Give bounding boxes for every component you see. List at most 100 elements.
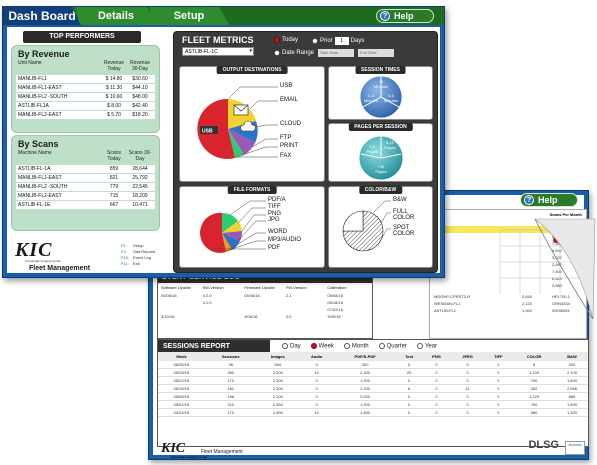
period-radio[interactable] [343,342,350,349]
prior-option[interactable]: Prior 1 Days [312,37,364,45]
row-today: $ 11.30 [105,85,123,91]
sessions-col-header: JPEG [450,352,485,361]
sessions-option-day[interactable]: Day [282,342,301,349]
prior-radio[interactable] [312,38,318,44]
sessions-cell: 0 [450,361,485,369]
sessions-cell: 0 [450,408,485,417]
file-formats-pie [200,200,266,253]
by-revenue-heading: By Revenue [18,49,70,59]
scan-row-value: 2,847 [552,262,563,267]
period-radio[interactable] [416,342,423,349]
table-row[interactable]: ASTLIB-FL-1E 667 10,471 [16,201,155,209]
table-row: 05/29/16 350 3,200 10 2,400 20 0 0 0 1,100 2,100 [158,368,588,377]
event-log-cell: 4.1.9 [202,300,212,305]
sessions-option-year[interactable]: Year [416,342,437,349]
date-range-option[interactable]: Date Range Start Date End Date [274,49,395,57]
sessions-col-header: Images [256,352,299,361]
session-label-left: 2-4 Minutes [363,93,378,103]
scan-row-value: 6,629 [552,276,563,281]
list-item: 3,580 [430,282,586,289]
output-destinations-pie: USB [197,86,278,159]
label-pdfa: PDF/A [268,197,286,203]
event-log-col-header: FW-Version [285,285,307,290]
scan-row-value: 3,580 [552,283,563,288]
tab-details[interactable]: Details [75,7,157,25]
row-30-day: 22,545 [132,184,148,190]
sessions-option-month[interactable]: Month [343,342,369,349]
period-label: Week [318,343,334,350]
pages-label-left: 1-5 Pages [366,144,378,154]
session-times-pie [359,75,403,119]
table-row[interactable]: ASTLIB-FL-1A 859 28,644 [16,165,155,173]
fleet-management-label-small: Fleet Management [201,449,243,455]
table-row[interactable]: MANLIB-FL1-EAST $ 11.30 $44.10 [16,84,155,92]
prior-days-stepper[interactable]: 1 [334,37,349,45]
event-log-cell [161,300,203,305]
period-radio[interactable] [282,342,288,349]
row-today: 859 [109,166,119,172]
sessions-cell: 1,900 [334,400,396,409]
event-log-cell [203,307,245,312]
pages-per-session-card: PAGES PER SESSION 5-10 Pages 1-5 Pages +… [328,123,433,182]
sessions-col-header: PDF/S-PDF [334,352,396,361]
list-item: 2,847 [430,261,586,268]
table-row[interactable]: ASTLIB-FL1A $ 8.00 $42.40 [16,102,155,110]
detail-name: ASTLIB-FL1 [434,308,457,313]
back-help-button[interactable]: ? Help [520,193,578,207]
fkey-item[interactable]: F10: Event Log [121,255,155,261]
end-date-input[interactable]: End Date [358,49,395,57]
row-today: 821 [109,175,119,181]
sessions-cell: 2,200 [334,384,396,393]
sessions-cell: 0 [484,400,513,409]
kic-logo-small: KIC [161,441,186,456]
fleet-metrics-title: FLEET METRICS [182,35,254,45]
sessions-cell: 1,590 [555,400,588,409]
col-unit-name: Unit Name [18,60,42,66]
scan-row-value: 7,400 [552,269,563,274]
detail-a: 2,640 [522,294,533,299]
row-today: $ 14.80 [105,76,123,82]
tab-dashboard[interactable]: Dash Board [3,7,81,25]
fkey-item[interactable]: F2: Stat Reports [121,249,155,255]
row-name: MANLIB-FL2 -SOUTH [18,94,68,100]
function-key-legend: F1: Setup F2: Stat Reports F10: Event Log F11:… [121,243,155,267]
col-revenue-today: Revenue Today [103,60,124,72]
fkey-item[interactable]: F1: Setup [121,243,155,249]
days-label: Days [350,38,365,44]
sessions-cell: 2,400 [334,368,396,377]
table-row: 05/15/16 181 2,300 0 2,200 6 0 21 0 352 2,066 [158,384,588,393]
sessions-option-week[interactable]: Week [310,342,334,350]
table-row[interactable]: MANLIB-FL2-EAST 715 18,209 [16,192,155,200]
pie-slice-pdf [200,212,226,253]
table-row[interactable]: MANLIB-FL2 -SOUTH $ 10.60 $48.00 [16,93,155,101]
unit-select[interactable]: ASTLIB-FL-1C ▾ [182,47,254,56]
today-option[interactable]: Today [274,37,298,43]
sessions-option-quarter[interactable]: Quarter [378,342,407,349]
row-today: 779 [109,184,119,190]
tab-setup[interactable]: Setup [149,7,229,25]
sessions-cell: 0 [298,392,335,401]
today-radio[interactable] [274,37,280,43]
table-row[interactable]: MANLIB-FL1 $ 14.80 $30.60 [16,75,155,83]
usb-icon-label: USB [202,129,213,135]
table-row[interactable]: MANLIB-FL2-EAST $ 5.70 $18.20 [16,111,155,119]
event-log-col-header: Firmware Update [244,285,275,290]
help-button[interactable]: ? Help [376,9,434,23]
start-date-input[interactable]: Start Date [318,49,355,57]
label-word: WORD [268,229,287,235]
label-cloud: CLOUD [280,121,302,127]
date-range-radio[interactable] [274,50,280,56]
period-radio[interactable] [378,342,385,349]
period-radio[interactable] [310,342,317,349]
page-curl-graphic [534,218,596,320]
pages-label-bottom: +30 Pages [375,164,387,174]
event-log-cell: 2.0 [285,314,292,319]
table-row[interactable]: MANLIB-FL1-EAST 821 25,792 [16,174,155,182]
row-name: MANLIB-FL2-EAST [18,193,62,199]
front-window: Setup Details Dash Board ? Help TOP PERF… [2,6,445,278]
table-row[interactable]: MANLIB-FL2 -SOUTH 779 22,545 [16,183,155,191]
sessions-cell: 8 [512,361,556,369]
fkey-item[interactable]: F11: Exit [121,261,155,267]
unit-select-value: ASTLIB-FL-1C [185,49,218,55]
sessions-cell: 10 [298,368,335,377]
